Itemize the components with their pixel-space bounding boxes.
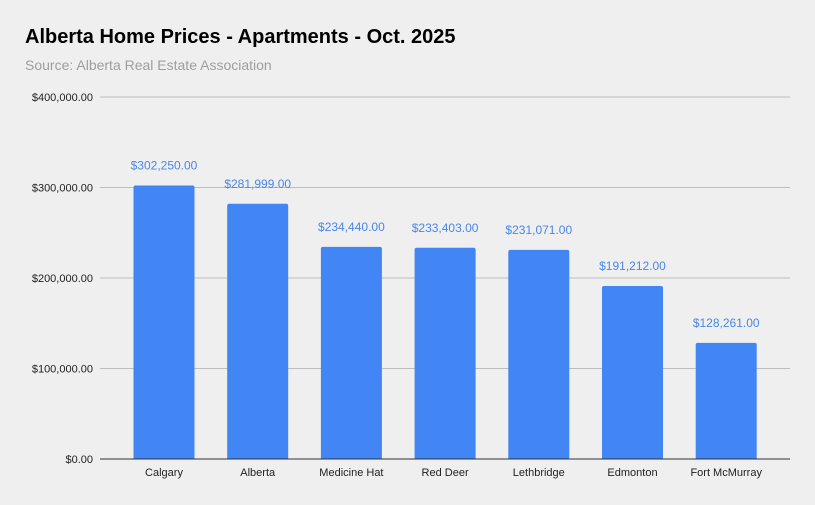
data-label: $231,071.00 bbox=[505, 223, 572, 237]
data-label: $128,261.00 bbox=[693, 316, 760, 330]
bar bbox=[414, 247, 476, 459]
data-label: $234,440.00 bbox=[318, 220, 385, 234]
data-label: $233,403.00 bbox=[412, 221, 479, 235]
y-tick-label: $0.00 bbox=[65, 454, 93, 466]
bar bbox=[227, 203, 289, 459]
bar bbox=[133, 185, 195, 459]
bar bbox=[695, 342, 757, 459]
data-label: $302,250.00 bbox=[131, 158, 198, 172]
y-tick-label: $100,000.00 bbox=[32, 364, 93, 376]
y-tick-label: $200,000.00 bbox=[32, 273, 93, 285]
data-label: $191,212.00 bbox=[599, 259, 666, 273]
x-tick-label: Medicine Hat bbox=[319, 467, 383, 479]
bar bbox=[320, 246, 382, 459]
bar bbox=[508, 249, 570, 459]
x-tick-label: Alberta bbox=[240, 467, 276, 479]
x-tick-label: Red Deer bbox=[422, 467, 469, 479]
bar bbox=[602, 285, 663, 459]
x-tick-label: Lethbridge bbox=[513, 467, 565, 479]
x-tick-label: Calgary bbox=[145, 467, 183, 479]
x-tick-label: Edmonton bbox=[607, 467, 657, 479]
data-label: $281,999.00 bbox=[224, 177, 291, 191]
x-tick-label: Fort McMurray bbox=[690, 467, 762, 479]
chart-subtitle: Source: Alberta Real Estate Association bbox=[25, 57, 272, 73]
chart-title: Alberta Home Prices - Apartments - Oct. … bbox=[25, 26, 456, 48]
y-tick-label: $400,000.00 bbox=[32, 92, 93, 104]
y-tick-label: $300,000.00 bbox=[32, 183, 93, 195]
